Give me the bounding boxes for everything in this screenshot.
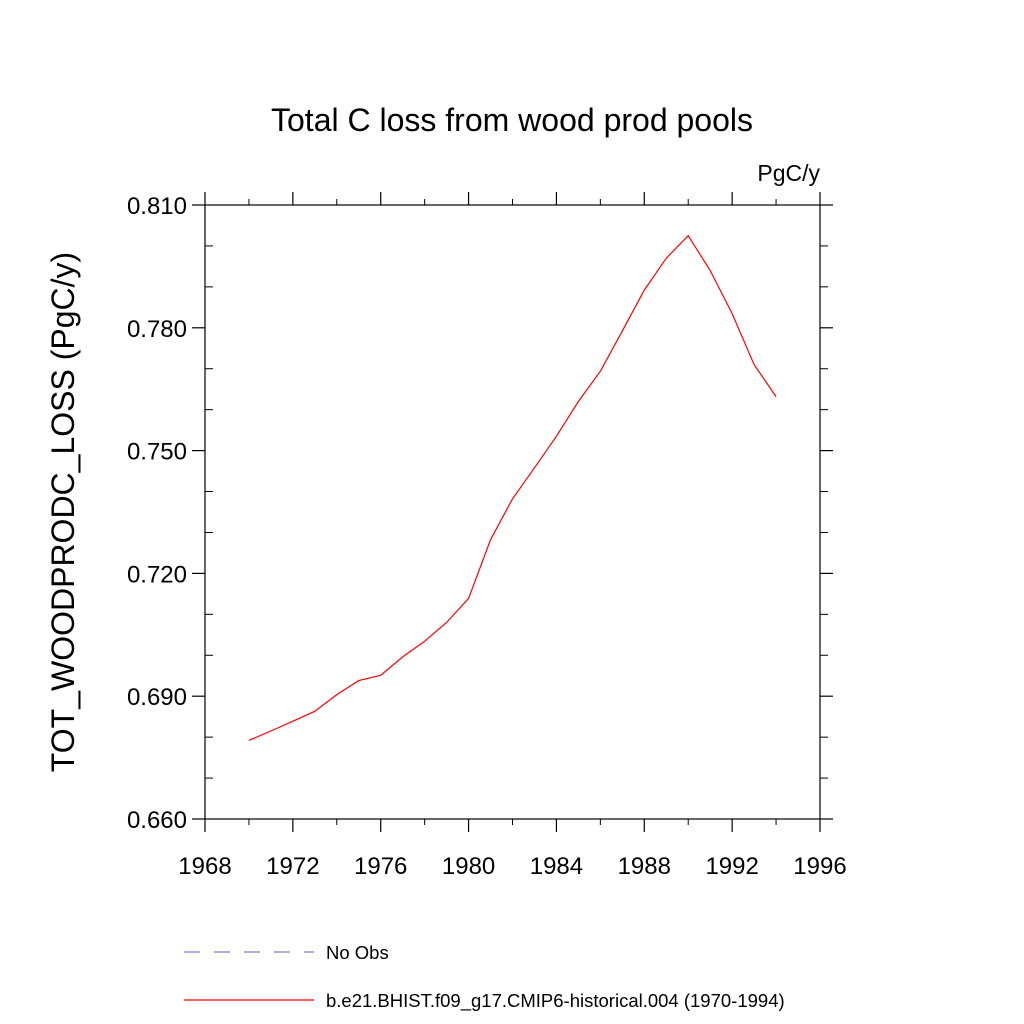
y-axis-label: TOT_WOODPRODC_LOSS (PgC/y) bbox=[45, 252, 81, 772]
axis-tick-labels: 1968 1972 1976 1980 1984 1988 1992 1996 0.660 0.6… bbox=[127, 193, 847, 880]
y-tick-label: 0.750 bbox=[127, 439, 187, 466]
y-tick-label: 0.660 bbox=[127, 807, 187, 834]
x-tick-label: 1988 bbox=[618, 853, 671, 880]
x-tick-label: 1968 bbox=[178, 853, 231, 880]
chart-title: Total C loss from wood prod pools bbox=[271, 102, 753, 138]
legend-label: b.e21.BHIST.f09_g17.CMIP6-historical.004… bbox=[326, 990, 785, 1012]
x-tick-label: 1996 bbox=[793, 853, 846, 880]
axis-ticks bbox=[192, 192, 833, 832]
y-tick-label: 0.810 bbox=[127, 193, 187, 220]
series-line bbox=[248, 234, 777, 741]
x-tick-label: 1980 bbox=[442, 853, 495, 880]
y-tick-label: 0.780 bbox=[127, 316, 187, 343]
x-tick-label: 1972 bbox=[266, 853, 319, 880]
x-tick-label: 1976 bbox=[354, 853, 407, 880]
x-tick-label: 1992 bbox=[705, 853, 758, 880]
y-tick-label: 0.720 bbox=[127, 561, 187, 588]
x-tick-label: 1984 bbox=[530, 853, 583, 880]
legend-label: No Obs bbox=[326, 942, 389, 963]
legend: No Obs b.e21.BHIST.f09_g17.CMIP6-historic… bbox=[184, 942, 785, 1012]
plot-frame bbox=[204, 204, 821, 820]
y-tick-label: 0.690 bbox=[127, 684, 187, 711]
units-label: PgC/y bbox=[757, 160, 820, 186]
series-layer bbox=[248, 234, 777, 741]
